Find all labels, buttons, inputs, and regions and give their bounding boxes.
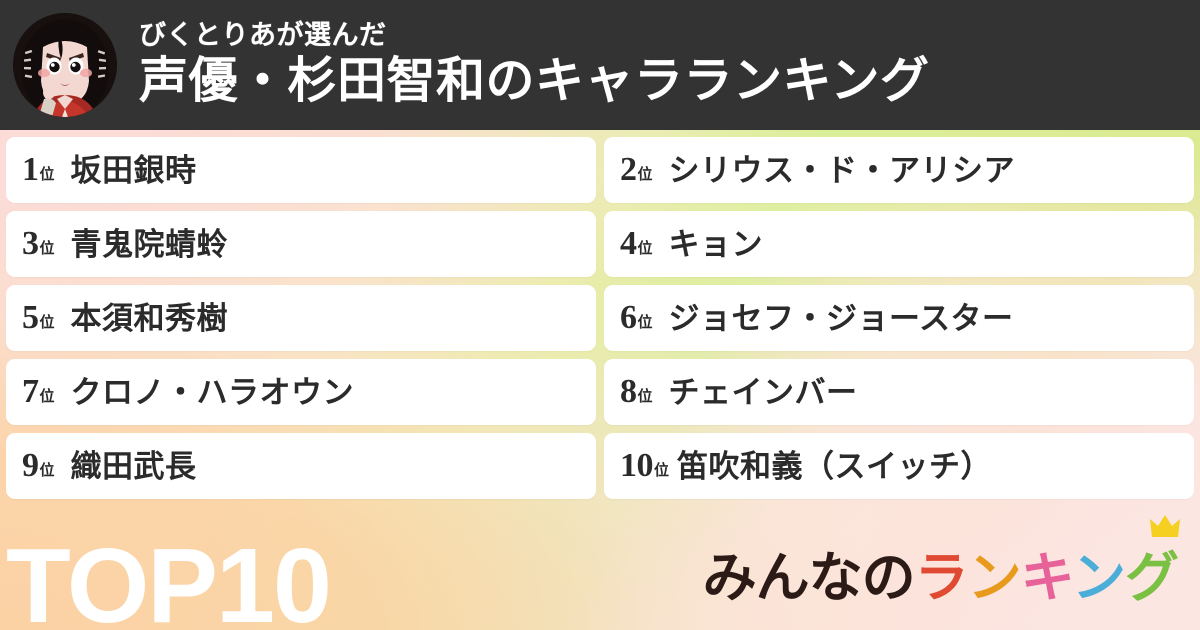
- ranking-row[interactable]: 4 位キョン: [604, 211, 1194, 277]
- rank-number: 4: [620, 225, 637, 262]
- rank-suffix: 位: [39, 166, 55, 183]
- logo-char: み: [702, 546, 757, 609]
- avatar[interactable]: [13, 13, 117, 117]
- rank-number: 7: [22, 373, 39, 410]
- rank-number: 9: [22, 447, 39, 484]
- character-name: 本須和秀樹: [70, 300, 229, 336]
- character-name: クロノ・ハラオウン: [70, 374, 355, 410]
- rank-suffix: 位: [39, 240, 55, 257]
- rank-suffix: 位: [39, 314, 55, 331]
- rank-number: 8: [620, 373, 637, 410]
- logo-text: みんなのランキング: [703, 551, 1179, 605]
- ranking-row[interactable]: 3 位青鬼院蜻蛉: [6, 211, 596, 277]
- ranking-row[interactable]: 2 位シリウス・ド・アリシア: [604, 137, 1194, 203]
- ranking-row[interactable]: 7 位クロノ・ハラオウン: [6, 359, 596, 425]
- ranking-row[interactable]: 1 位坂田銀時: [6, 137, 596, 203]
- character-name: シリウス・ド・アリシア: [668, 152, 1016, 188]
- logo-char: な: [808, 546, 863, 609]
- logo-char: ラ: [914, 546, 969, 609]
- logo-char: ン: [967, 546, 1022, 609]
- ranking-row[interactable]: 6 位ジョセフ・ジョースター: [604, 285, 1194, 351]
- logo-char: キ: [1020, 546, 1073, 609]
- character-name: 織田武長: [70, 448, 197, 484]
- logo-char: ん: [755, 546, 810, 609]
- header-subtitle: びくとりあが選んだ: [139, 20, 387, 51]
- ranking-list: 1 位坂田銀時 2 位シリウス・ド・アリシア 3 位青鬼院蜻蛉 4 位キョン 5 位本須和秀樹 6 位…: [0, 137, 1200, 499]
- rank-number: 6: [620, 299, 637, 336]
- logo-char: の: [861, 546, 916, 609]
- rank-suffix: 位: [39, 462, 55, 479]
- rank-suffix: 位: [654, 462, 670, 479]
- character-name: チェインバー: [668, 374, 858, 410]
- page-title: 声優・杉田智和のキャラランキング: [139, 54, 930, 109]
- ranking-row[interactable]: 10 位笛吹和義（スイッチ）: [604, 433, 1194, 499]
- rank-suffix: 位: [637, 240, 653, 257]
- ranking-row[interactable]: 9 位織田武長: [6, 433, 596, 499]
- character-name: キョン: [668, 226, 764, 262]
- top10-label: TOP10: [6, 527, 332, 630]
- logo-char: グ: [1125, 546, 1179, 609]
- site-logo[interactable]: みんなのランキング: [703, 515, 1180, 605]
- header-bar: びくとりあが選んだ 声優・杉田智和のキャラランキング: [0, 0, 1200, 130]
- user-avatar-anime-character-icon: [13, 13, 117, 117]
- character-name: ジョセフ・ジョースター: [668, 300, 1014, 336]
- rank-suffix: 位: [637, 388, 653, 405]
- rank-number: 1: [22, 151, 39, 188]
- character-name: 笛吹和義（スイッチ）: [677, 448, 993, 484]
- rank-number: 2: [620, 151, 637, 188]
- character-name: 坂田銀時: [70, 152, 197, 188]
- rank-number: 10: [620, 447, 654, 484]
- ranking-row[interactable]: 8 位チェインバー: [604, 359, 1194, 425]
- header-titles: びくとりあが選んだ 声優・杉田智和のキャラランキング: [139, 22, 930, 108]
- rank-suffix: 位: [637, 166, 653, 183]
- logo-char: ン: [1072, 546, 1126, 609]
- rank-suffix: 位: [39, 388, 55, 405]
- ranking-row[interactable]: 5 位本須和秀樹: [6, 285, 596, 351]
- rank-number: 3: [22, 225, 39, 262]
- crown-icon: [1150, 515, 1180, 544]
- rank-suffix: 位: [637, 314, 653, 331]
- rank-number: 5: [22, 299, 39, 336]
- character-name: 青鬼院蜻蛉: [70, 226, 229, 262]
- rank-badge: 10 位: [620, 449, 669, 483]
